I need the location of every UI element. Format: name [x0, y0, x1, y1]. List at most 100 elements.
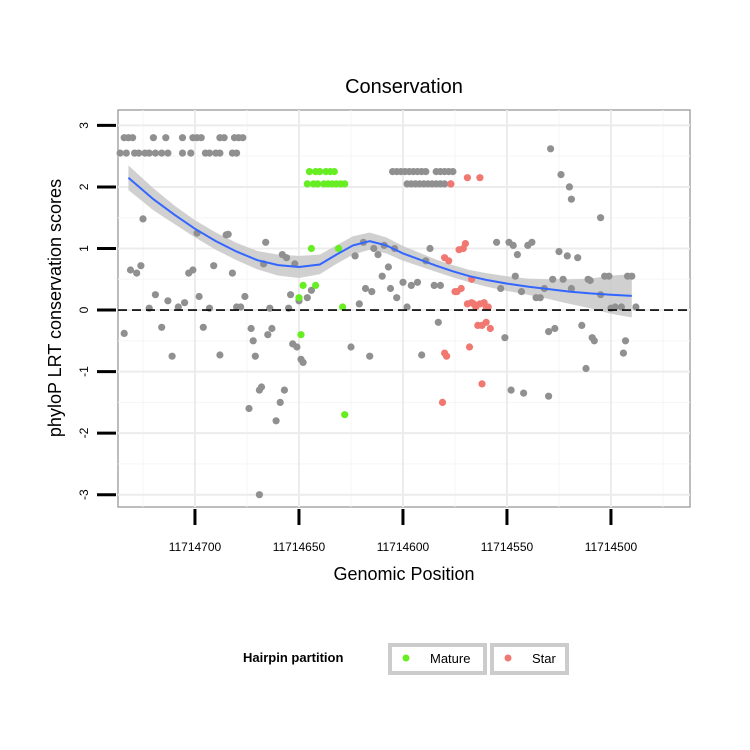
point-other — [520, 389, 528, 397]
point-star — [438, 398, 447, 406]
point-other — [403, 303, 411, 311]
x-tick-label: 11714600 — [377, 540, 430, 554]
point-other — [120, 329, 128, 337]
point-other — [249, 337, 257, 345]
point-mature — [334, 244, 343, 253]
point-other — [216, 351, 224, 359]
point-other — [413, 278, 422, 286]
point-other — [197, 134, 205, 142]
x-tick-label: 11714550 — [481, 540, 534, 554]
point-other — [574, 254, 582, 262]
point-mature — [316, 168, 324, 176]
point-mature — [295, 294, 303, 302]
point-star — [457, 284, 465, 293]
point-other — [590, 337, 598, 345]
legend-label-mature: Mature — [430, 651, 470, 666]
y-tick-label: 0 — [77, 306, 91, 313]
x-tick-label: 11714650 — [273, 540, 326, 554]
point-other — [567, 284, 576, 293]
point-other — [621, 337, 630, 345]
grid-lines — [118, 110, 690, 507]
point-other — [586, 276, 594, 285]
legend-swatch-star — [504, 654, 512, 662]
point-other — [559, 275, 567, 283]
data-points — [116, 134, 640, 499]
point-mature — [341, 180, 349, 188]
point-other — [247, 324, 255, 333]
point-other — [293, 343, 301, 351]
point-star — [482, 318, 490, 326]
point-other — [266, 304, 274, 312]
point-other — [430, 281, 438, 289]
point-other — [216, 149, 224, 157]
point-other — [178, 134, 187, 142]
point-other — [528, 238, 536, 246]
point-other — [268, 324, 276, 333]
point-other — [517, 288, 526, 296]
point-star — [486, 324, 494, 333]
point-other — [224, 230, 232, 238]
point-other — [303, 294, 311, 302]
point-other — [536, 294, 544, 302]
point-other — [597, 214, 605, 222]
point-other — [135, 149, 143, 157]
point-other — [374, 251, 382, 259]
point-other — [582, 364, 590, 373]
legend: Hairpin partition Mature Star — [243, 643, 569, 675]
point-other — [164, 149, 172, 157]
point-other — [272, 417, 280, 425]
point-other — [422, 168, 430, 176]
point-other — [355, 300, 363, 308]
chart-title: Conservation — [345, 76, 463, 98]
point-other — [129, 134, 137, 142]
point-other — [407, 281, 415, 289]
point-other — [168, 352, 176, 360]
point-other — [158, 149, 166, 157]
point-other — [393, 294, 401, 302]
point-other — [361, 284, 370, 293]
point-other — [139, 215, 147, 223]
point-other — [436, 281, 444, 289]
point-mature — [314, 180, 322, 188]
point-mature — [330, 168, 338, 176]
point-other — [617, 303, 626, 311]
point-other — [366, 352, 374, 360]
point-mature — [303, 180, 311, 188]
point-other — [493, 238, 501, 246]
point-star — [461, 240, 469, 248]
point-other — [418, 351, 426, 359]
point-mature — [312, 281, 320, 289]
point-other — [509, 241, 517, 249]
point-other — [122, 149, 130, 157]
point-other — [578, 321, 586, 329]
axes: 11714700 11714650 11714600 11714550 11714500… — [77, 122, 638, 554]
point-other — [162, 134, 170, 142]
y-tick-label: -1 — [77, 366, 91, 377]
point-other — [611, 303, 619, 311]
point-other — [145, 149, 153, 157]
point-other — [126, 266, 135, 274]
point-other — [555, 248, 563, 256]
point-other — [205, 149, 214, 157]
legend-label-star: Star — [532, 651, 557, 666]
point-other — [378, 272, 386, 280]
point-other — [434, 318, 442, 326]
point-mature — [339, 303, 347, 311]
confidence-band — [128, 165, 632, 318]
legend-title: Hairpin partition — [243, 650, 343, 665]
y-tick-label: 1 — [77, 245, 91, 252]
point-other — [174, 303, 182, 311]
point-other — [199, 323, 207, 331]
point-other — [347, 343, 355, 351]
point-other — [251, 352, 259, 360]
point-other — [282, 254, 291, 262]
point-other — [563, 252, 571, 260]
smooth-curve — [127, 176, 632, 297]
point-other — [178, 149, 187, 157]
legend-swatch-mature — [402, 654, 410, 662]
point-other — [619, 349, 628, 357]
point-other — [233, 149, 241, 157]
point-star — [445, 257, 453, 265]
point-other — [549, 275, 557, 283]
